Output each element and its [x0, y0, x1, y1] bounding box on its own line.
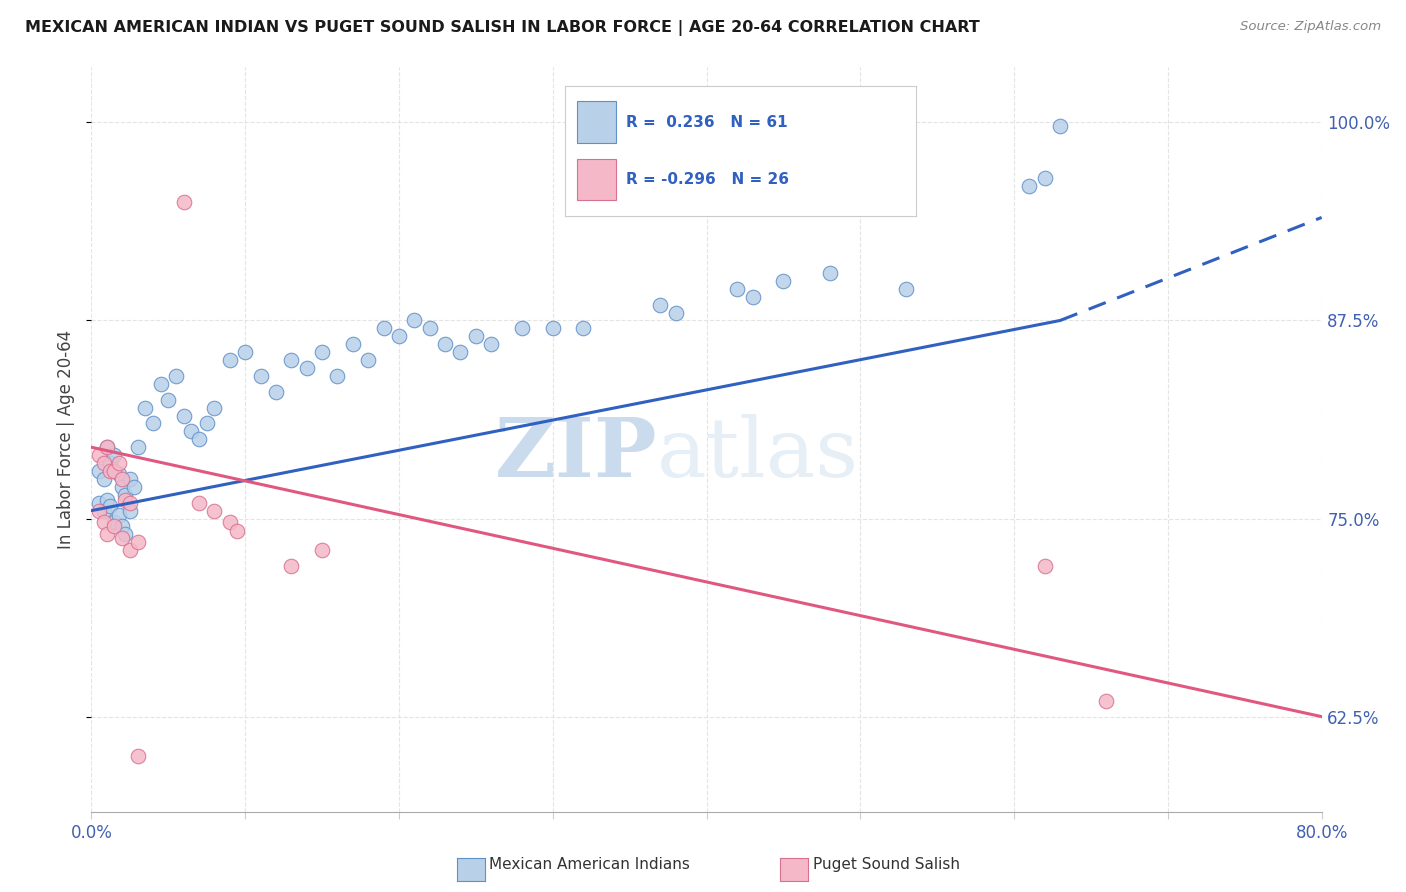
- Point: [218, 515, 240, 529]
- Point: [108, 508, 131, 523]
- Point: [479, 337, 502, 351]
- Point: [98, 464, 121, 478]
- Text: Source: ZipAtlas.com: Source: ZipAtlas.com: [1240, 20, 1381, 33]
- Point: [127, 440, 149, 454]
- Point: [103, 448, 125, 462]
- Point: [93, 456, 115, 470]
- Point: [1095, 694, 1118, 708]
- Point: [342, 337, 364, 351]
- Point: [142, 417, 165, 431]
- Point: [114, 492, 136, 507]
- Point: [93, 472, 115, 486]
- Point: [118, 496, 141, 510]
- Point: [295, 361, 318, 376]
- Point: [202, 401, 225, 415]
- Point: [195, 417, 218, 431]
- Point: [134, 401, 156, 415]
- Point: [111, 480, 134, 494]
- Point: [124, 480, 146, 494]
- Y-axis label: In Labor Force | Age 20-64: In Labor Force | Age 20-64: [58, 330, 76, 549]
- Point: [87, 496, 110, 510]
- Point: [434, 337, 457, 351]
- Point: [114, 527, 136, 541]
- Point: [98, 456, 121, 470]
- Point: [419, 321, 441, 335]
- Point: [127, 535, 149, 549]
- Text: Mexican American Indians: Mexican American Indians: [489, 857, 690, 872]
- Point: [157, 392, 180, 407]
- Point: [896, 282, 918, 296]
- Point: [725, 282, 748, 296]
- Point: [665, 305, 688, 319]
- Point: [118, 543, 141, 558]
- Point: [1033, 559, 1056, 574]
- Point: [280, 559, 302, 574]
- Text: atlas: atlas: [657, 414, 859, 494]
- Point: [373, 321, 395, 335]
- Point: [541, 321, 564, 335]
- Point: [96, 440, 118, 454]
- Point: [103, 464, 125, 478]
- Point: [98, 499, 121, 513]
- Point: [165, 368, 187, 383]
- Point: [464, 329, 486, 343]
- Point: [1049, 119, 1071, 133]
- Text: Puget Sound Salish: Puget Sound Salish: [813, 857, 960, 872]
- Point: [103, 515, 125, 529]
- Point: [202, 503, 225, 517]
- Point: [218, 353, 240, 368]
- Point: [127, 749, 149, 764]
- Point: [96, 440, 118, 454]
- Point: [1018, 178, 1040, 193]
- Point: [87, 448, 110, 462]
- Point: [264, 384, 287, 399]
- Point: [93, 503, 115, 517]
- Point: [311, 543, 333, 558]
- Point: [93, 515, 115, 529]
- Point: [650, 297, 672, 311]
- Point: [449, 345, 471, 359]
- Point: [818, 266, 841, 280]
- Point: [87, 503, 110, 517]
- Point: [173, 194, 195, 209]
- Text: MEXICAN AMERICAN INDIAN VS PUGET SOUND SALISH IN LABOR FORCE | AGE 20-64 CORRELA: MEXICAN AMERICAN INDIAN VS PUGET SOUND S…: [25, 20, 980, 36]
- Point: [388, 329, 411, 343]
- Point: [280, 353, 302, 368]
- Point: [249, 368, 271, 383]
- Text: ZIP: ZIP: [495, 414, 657, 494]
- Point: [180, 425, 202, 439]
- Point: [188, 432, 211, 446]
- Point: [114, 488, 136, 502]
- Point: [87, 464, 110, 478]
- Point: [311, 345, 333, 359]
- Point: [572, 321, 595, 335]
- Point: [741, 290, 763, 304]
- Point: [108, 456, 131, 470]
- Point: [118, 472, 141, 486]
- Point: [96, 492, 118, 507]
- Point: [96, 527, 118, 541]
- Point: [233, 345, 256, 359]
- Point: [1033, 170, 1056, 185]
- Point: [111, 472, 134, 486]
- Point: [326, 368, 349, 383]
- Point: [226, 524, 249, 539]
- Point: [173, 409, 195, 423]
- Point: [188, 496, 211, 510]
- Point: [772, 274, 794, 288]
- Point: [149, 376, 172, 391]
- Point: [103, 519, 125, 533]
- Point: [510, 321, 533, 335]
- Point: [111, 531, 134, 545]
- Point: [118, 503, 141, 517]
- Point: [108, 467, 131, 482]
- Point: [357, 353, 380, 368]
- Point: [111, 519, 134, 533]
- Point: [404, 313, 426, 327]
